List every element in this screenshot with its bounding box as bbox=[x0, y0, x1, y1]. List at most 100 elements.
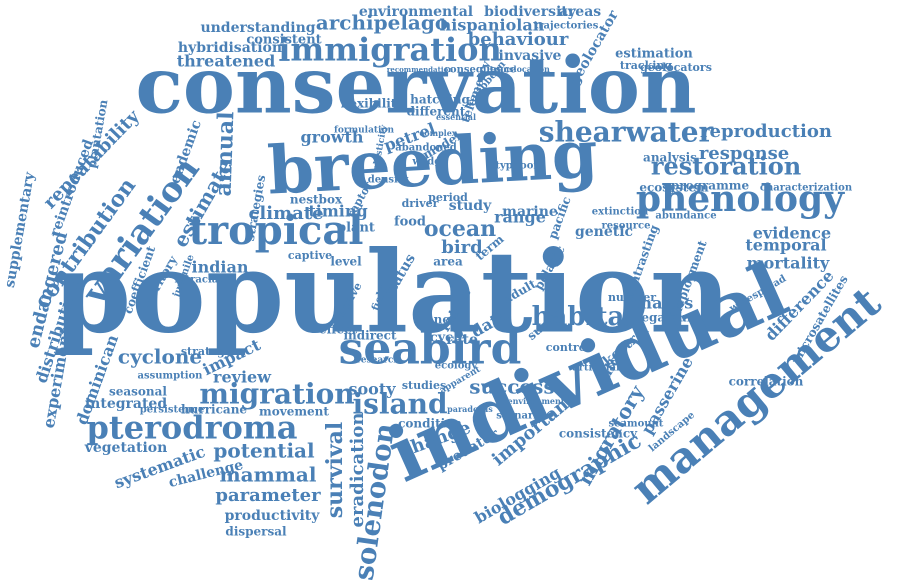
word-driver: driver bbox=[402, 197, 439, 210]
word-growth: growth bbox=[300, 128, 363, 147]
word-rate: rate bbox=[446, 332, 478, 348]
word-intraclass: intraclass bbox=[174, 275, 229, 286]
word-ecology: ecology bbox=[435, 361, 479, 372]
word-essential: essential bbox=[436, 112, 476, 122]
word-captive: captive bbox=[288, 249, 332, 262]
word-period: period bbox=[428, 191, 468, 204]
word-number: number bbox=[608, 291, 656, 304]
word-archipelago: archipelago bbox=[316, 11, 448, 35]
word-nest: nest bbox=[434, 313, 463, 327]
word-effect: effect bbox=[319, 323, 357, 337]
word-formulation: formulation bbox=[334, 126, 395, 136]
word-invasive: invasive bbox=[499, 48, 562, 64]
word-abundance: abundance bbox=[655, 211, 716, 222]
word-environment: environment bbox=[507, 396, 564, 406]
word-restoration: restoration bbox=[651, 152, 801, 181]
word-indian: indian bbox=[192, 258, 249, 277]
word-megafauna: megafauna bbox=[629, 311, 704, 325]
word-scenario: scenario bbox=[496, 411, 544, 422]
word-temporal: temporal bbox=[745, 236, 826, 255]
word-threatened: threatened bbox=[177, 52, 276, 71]
word-movement: movement bbox=[259, 405, 329, 419]
word-ecosystem: ecosystem bbox=[639, 181, 709, 195]
word-shearwater: shearwater bbox=[539, 116, 715, 149]
word-flexibility: flexibility bbox=[341, 97, 405, 111]
word-cyclone: cyclone bbox=[118, 345, 202, 369]
word-annual: annual bbox=[211, 111, 240, 197]
word-tracking: tracking bbox=[620, 59, 672, 72]
word-seamount: seamount bbox=[609, 419, 664, 430]
word-pterodroma: pterodroma bbox=[87, 409, 298, 447]
word-wedge: wedge bbox=[411, 157, 447, 168]
word-hybridisation: hybridisation bbox=[178, 40, 282, 56]
word-migration: migration bbox=[199, 378, 354, 411]
word-artificial: artificial bbox=[572, 363, 620, 374]
word-areas: areas bbox=[559, 4, 601, 20]
word-plant: plant bbox=[337, 221, 375, 236]
word-geolocators: geolocators bbox=[640, 61, 712, 74]
word-assumption: assumption bbox=[138, 371, 204, 382]
word-nestbox: nestbox bbox=[290, 193, 343, 207]
word-tropical: tropical bbox=[189, 207, 364, 254]
word-recommendation: recommendation bbox=[387, 65, 454, 74]
word-paradorus: paradorus bbox=[447, 404, 493, 414]
word-persistence: persistence bbox=[140, 405, 204, 416]
word-hispaniolan: hispaniolan bbox=[440, 16, 545, 35]
word-range: range bbox=[494, 208, 546, 227]
word-cycle: cycle bbox=[430, 331, 467, 346]
word-chagos: chagos bbox=[631, 294, 694, 313]
word-resource: resource bbox=[602, 221, 651, 232]
word-mammal: mammal bbox=[219, 463, 316, 487]
word-characterization: characterization bbox=[760, 183, 853, 194]
word-parameter: parameter bbox=[215, 485, 321, 506]
word-correlation: correlation bbox=[729, 375, 804, 389]
word-supplementary: supplementary bbox=[2, 170, 38, 289]
word-island: island bbox=[352, 388, 447, 421]
word-integrated: integrated bbox=[85, 396, 167, 412]
word-climate: climate bbox=[248, 203, 323, 224]
word-reproduction: reproduction bbox=[700, 121, 832, 142]
word-productivity: productivity bbox=[225, 508, 321, 524]
word-consistent: consistent bbox=[246, 33, 321, 48]
word-phenology: phenology bbox=[636, 178, 845, 220]
word-bird: bird bbox=[441, 237, 483, 258]
word-vegetation: vegetation bbox=[84, 440, 168, 456]
word-breeding: breeding bbox=[266, 114, 600, 209]
word-density: density bbox=[368, 175, 410, 186]
word-abandoned: abandoned bbox=[395, 143, 457, 154]
word-response: response bbox=[699, 143, 789, 164]
word-population: population bbox=[53, 227, 731, 358]
word-condition: condition bbox=[398, 417, 462, 431]
word-biodiversity: biodiversity bbox=[484, 4, 577, 20]
word-conservation: conservation bbox=[135, 41, 696, 132]
word-hatching: hatching bbox=[410, 93, 470, 107]
word-indirect: indirect bbox=[343, 329, 396, 343]
word-ocean: ocean bbox=[424, 216, 496, 242]
word-review: review bbox=[213, 368, 272, 387]
word-marine: marine bbox=[502, 204, 558, 220]
word-consequence: consequence bbox=[444, 65, 516, 76]
word-complex: complex bbox=[419, 128, 456, 138]
word-habitat: habitat bbox=[532, 302, 637, 332]
word-control: control bbox=[546, 341, 590, 354]
word-estimation: estimation bbox=[615, 47, 693, 62]
word-extinction: extinction bbox=[592, 207, 649, 218]
word-survival: survival bbox=[322, 422, 348, 519]
word-analysis: analysis bbox=[643, 151, 697, 165]
word-behaviour: behaviour bbox=[468, 29, 569, 50]
word-immigration: immigration bbox=[278, 31, 502, 69]
word-research: research bbox=[356, 356, 400, 366]
word-potential: potential bbox=[213, 439, 315, 463]
word-translocation: translocation bbox=[490, 64, 550, 74]
word-strategy: strategy bbox=[181, 345, 232, 358]
word-typhoon: typhoon bbox=[495, 161, 541, 172]
word-consistency: consistency bbox=[559, 427, 638, 441]
word-programme: programme bbox=[671, 179, 750, 193]
word-understanding: understanding bbox=[200, 20, 315, 36]
word-timing: timing bbox=[308, 202, 367, 221]
word-seasonal: seasonal bbox=[109, 385, 167, 399]
word-trajectories: trajectories bbox=[534, 21, 599, 32]
word-eradication: eradication bbox=[347, 413, 368, 528]
word-level: level bbox=[330, 255, 362, 269]
